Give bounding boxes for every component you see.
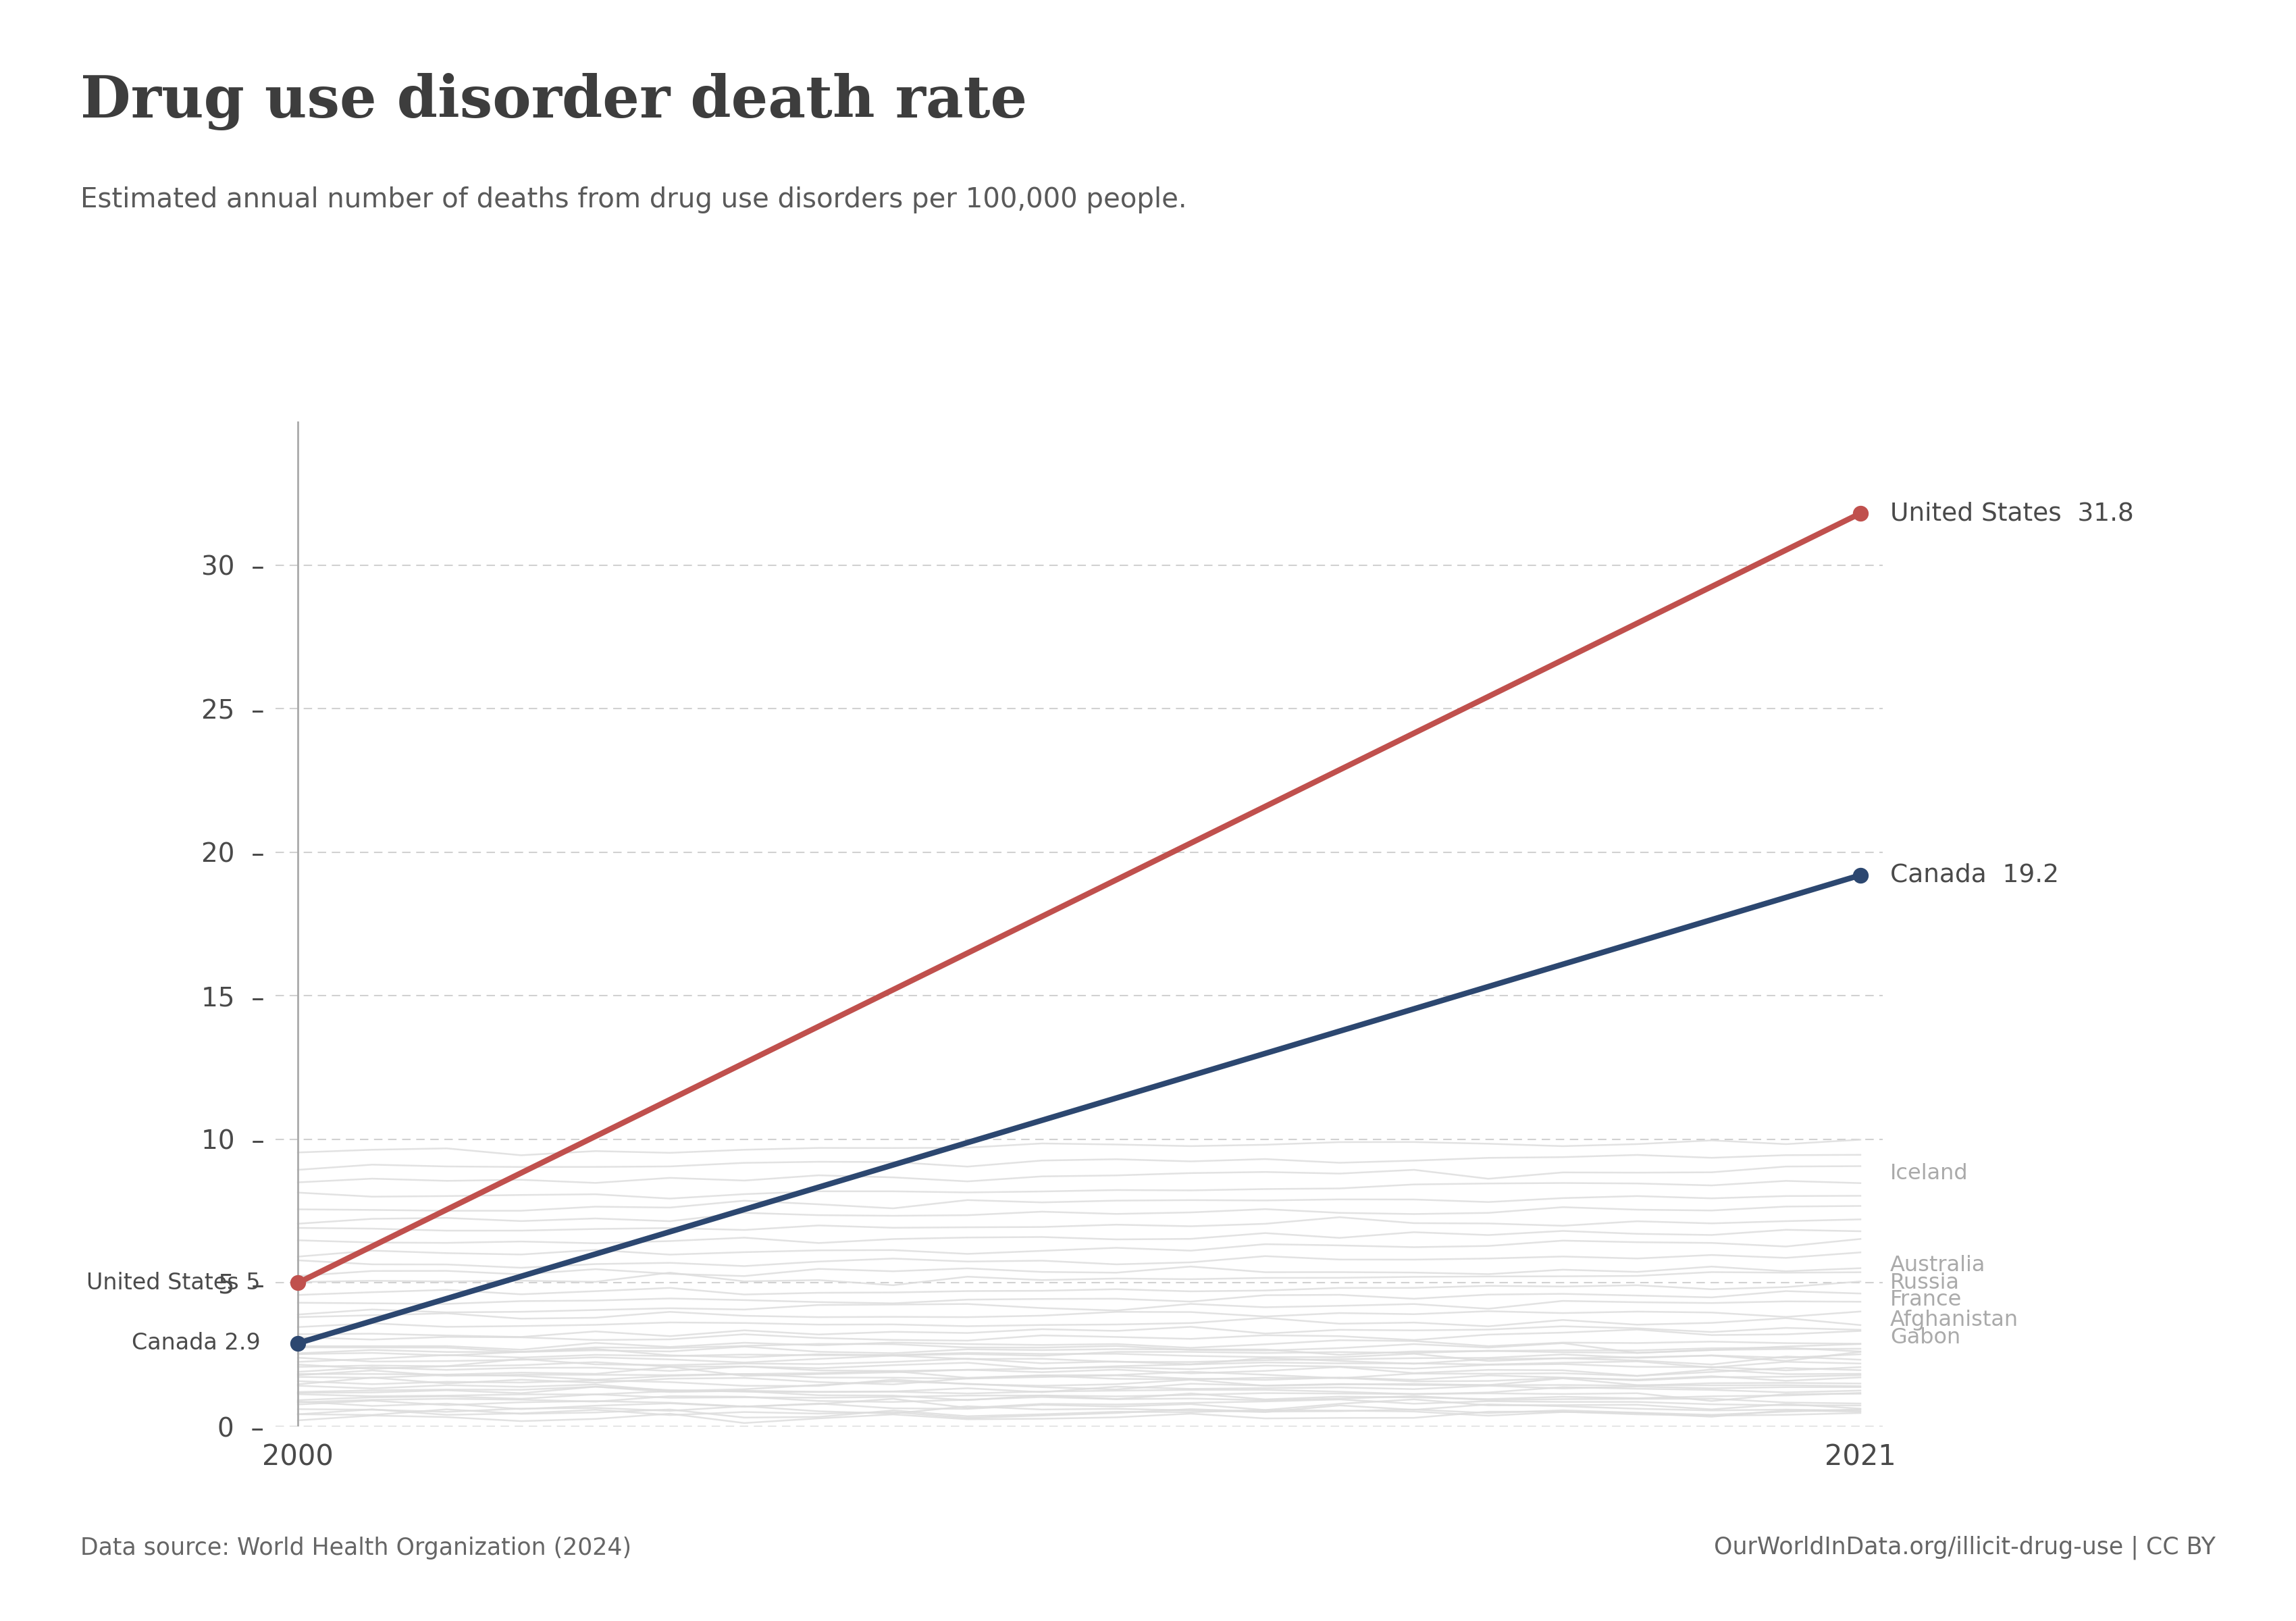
Text: Canada 2.9: Canada 2.9	[131, 1332, 262, 1355]
Text: Canada  19.2: Canada 19.2	[1890, 862, 2060, 887]
Text: Russia: Russia	[1890, 1272, 1961, 1294]
Text: Drug use disorder death rate: Drug use disorder death rate	[80, 73, 1026, 130]
Text: Our World: Our World	[2014, 70, 2142, 92]
Point	[1841, 501, 1878, 527]
Point	[280, 1269, 317, 1295]
Text: OurWorldInData.org/illicit-drug-use | CC BY: OurWorldInData.org/illicit-drug-use | CC…	[1715, 1535, 2216, 1559]
Text: United States 5: United States 5	[87, 1272, 262, 1294]
Text: Data source: World Health Organization (2024): Data source: World Health Organization (…	[80, 1537, 631, 1559]
Text: Afghanistan: Afghanistan	[1890, 1310, 2018, 1331]
Point	[280, 1331, 317, 1357]
Point	[1841, 862, 1878, 888]
Text: Estimated annual number of deaths from drug use disorders per 100,000 people.: Estimated annual number of deaths from d…	[80, 186, 1187, 214]
Text: Gabon: Gabon	[1890, 1328, 1961, 1349]
Text: Iceland: Iceland	[1890, 1164, 1968, 1185]
Text: in Data: in Data	[2032, 120, 2124, 143]
Text: France: France	[1890, 1290, 1963, 1311]
Text: United States  31.8: United States 31.8	[1890, 501, 2133, 525]
Text: Australia: Australia	[1890, 1255, 1986, 1276]
